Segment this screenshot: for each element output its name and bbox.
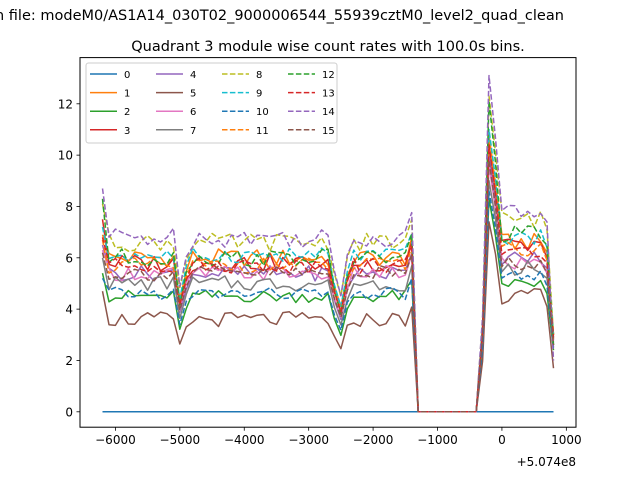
- legend-label: 3: [124, 126, 130, 137]
- chart-title: Quadrant 3 module wise count rates with …: [131, 39, 525, 55]
- legend-label: 8: [256, 70, 262, 81]
- x-tick-label: 0: [498, 433, 506, 447]
- y-tick-label: 6: [65, 251, 73, 265]
- y-tick-label: 8: [65, 200, 73, 214]
- legend-frame: [85, 62, 338, 144]
- series-line-10: [101, 190, 555, 413]
- x-offset-label: +5.074e8: [517, 455, 576, 469]
- legend-label: 4: [190, 70, 196, 81]
- legend-label: 12: [322, 70, 335, 81]
- x-tick-label: −1000: [417, 433, 458, 447]
- x-tick-label: 1000: [551, 433, 582, 447]
- x-tick-label: −3000: [288, 433, 329, 447]
- figure-suptitle: n file: modeM0/AS1A14_030T02_9000006544_…: [0, 8, 564, 24]
- y-tick-label: 0: [65, 405, 73, 419]
- legend-label: 7: [190, 126, 196, 137]
- legend-label: 6: [190, 107, 196, 118]
- x-tick-label: −4000: [224, 433, 265, 447]
- x-tick-label: −2000: [353, 433, 394, 447]
- legend-label: 2: [124, 107, 130, 118]
- x-tick-label: −6000: [95, 433, 136, 447]
- y-tick-label: 4: [65, 303, 73, 317]
- legend-label: 5: [190, 89, 196, 100]
- series-line-15: [101, 159, 555, 413]
- x-axis-ticks: −6000 −5000 −4000 −3000 −2000 −1000 0 1000: [95, 427, 582, 447]
- legend-label: 14: [322, 107, 335, 118]
- legend-label: 13: [322, 89, 335, 100]
- series-layer: [101, 74, 555, 413]
- legend-label: 15: [322, 126, 335, 137]
- legend-label: 0: [124, 70, 130, 81]
- legend-label: 1: [124, 89, 130, 100]
- legend-label: 9: [256, 89, 262, 100]
- y-tick-label: 12: [58, 97, 73, 111]
- y-tick-label: 10: [58, 149, 73, 163]
- legend-label: 11: [256, 126, 269, 137]
- plot-frame: [79, 57, 577, 428]
- legend-label: 10: [256, 107, 269, 118]
- y-tick-label: 2: [65, 354, 73, 368]
- x-tick-label: −5000: [160, 433, 201, 447]
- y-axis-ticks: 0 2 4 6 8 10 12: [58, 97, 80, 419]
